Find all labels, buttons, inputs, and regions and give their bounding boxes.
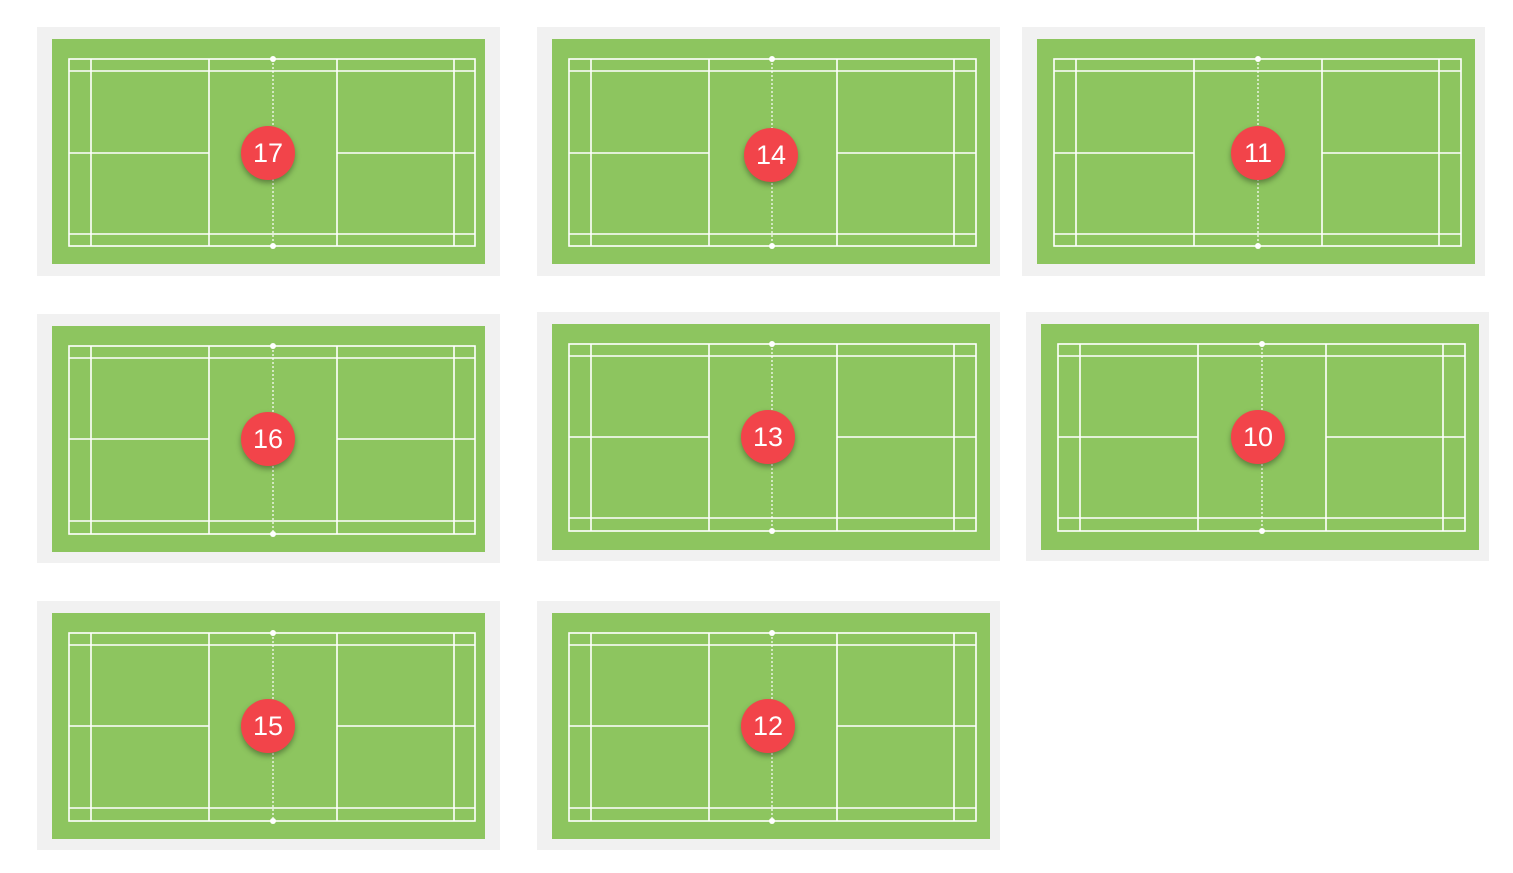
court-lines [568,341,977,534]
court-number-badge[interactable]: 10 [1231,410,1285,464]
court-lines [568,630,977,824]
court-card[interactable]: 12 [537,601,1000,850]
court-lines [68,56,476,249]
court-number-badge[interactable]: 17 [241,126,295,180]
court-number-badge[interactable]: 12 [741,699,795,753]
court-card[interactable]: 15 [37,601,500,850]
court-card[interactable]: 11 [1022,27,1485,276]
court-number-badge[interactable]: 14 [744,128,798,182]
court-number-badge[interactable]: 15 [241,699,295,753]
court-card[interactable]: 13 [537,312,1000,561]
court-lines [568,56,977,249]
court-number-badge[interactable]: 13 [741,410,795,464]
court-number-badge[interactable]: 16 [241,412,295,466]
court-lines [68,343,476,537]
court-card[interactable]: 16 [37,314,500,563]
court-card[interactable]: 14 [537,27,1000,276]
court-number-badge[interactable]: 11 [1231,126,1285,180]
court-lines [68,630,476,824]
court-card[interactable]: 17 [37,27,500,276]
court-card[interactable]: 10 [1026,312,1489,561]
